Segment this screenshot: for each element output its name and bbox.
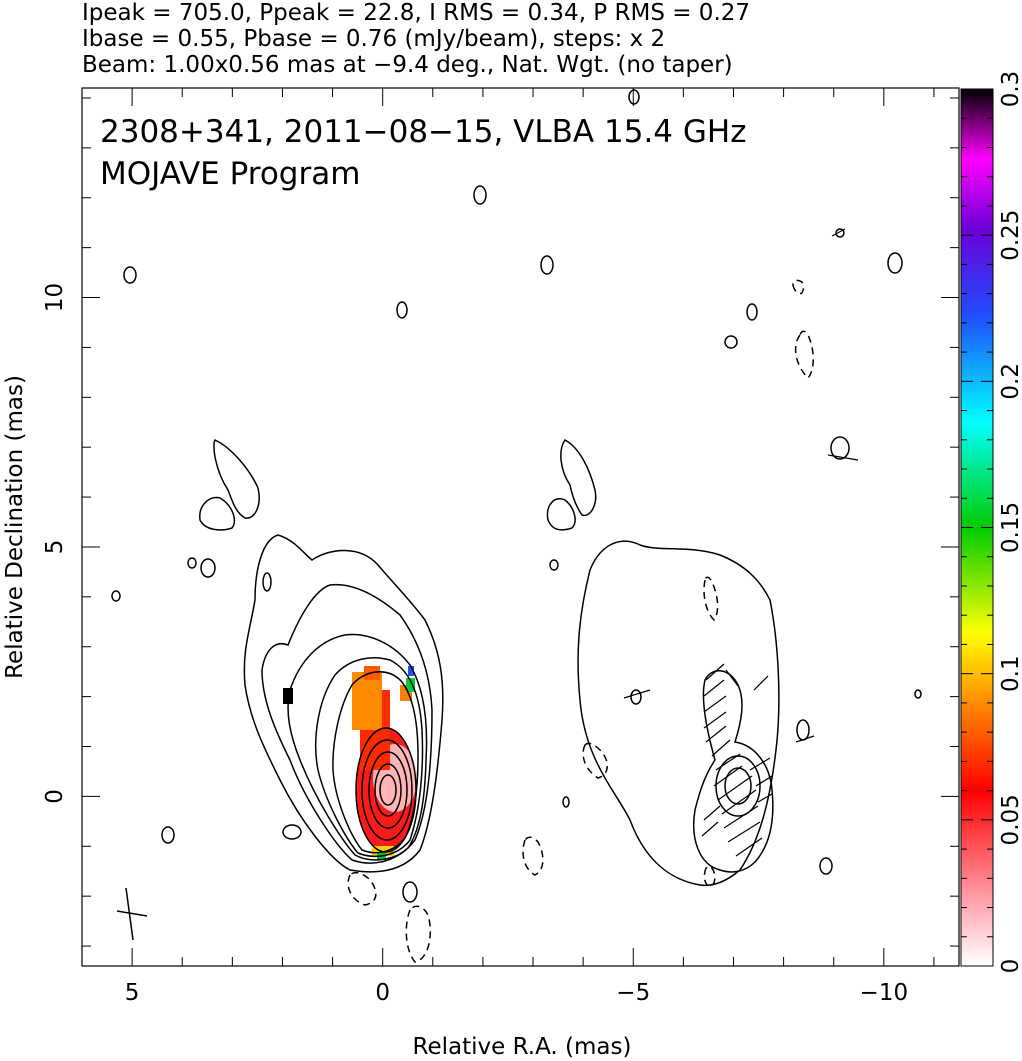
intensity-contours [111,89,922,963]
contour-p-negative-6 [703,865,716,887]
y-tick-label: 10 [42,283,68,312]
x-tick-label: −10 [860,980,909,1006]
pol-patch-green [406,678,415,692]
x-axis-tick-labels: 5 0 −5 −10 [125,980,908,1006]
contour-negative-1 [347,871,377,906]
colorbar-tick-label: 0.3 [998,71,1022,108]
contour-jet-north [213,439,260,519]
contour-2 [261,583,433,864]
colorbar-tick-label: 0.25 [998,210,1022,261]
header-line-3: Beam: 1.00x0.56 mas at −9.4 deg., Nat. W… [82,52,733,78]
y-tick-label: 5 [42,540,68,555]
pol-patch-blue [408,666,414,676]
header-line-2: Ibase = 0.55, Pbase = 0.76 (mJy/beam), s… [82,26,666,52]
contour-blob-9 [402,881,418,903]
contour-p-negative-2 [794,330,814,380]
contour-blob-2 [396,301,408,319]
contour-10 [379,774,397,806]
colorbar-tick-labels: 0 0.05 0.1 0.15 0.2 0.25 0.3 [998,71,1022,974]
contour-p-blob-11 [914,689,922,699]
y-axis-tick-labels: 0 5 10 [42,283,68,804]
beam-cross [116,887,148,941]
contour-p-negative-5 [703,576,719,622]
y-axis-label: Relative Declination (mas) [2,375,28,679]
contour-p-blob-5 [830,436,850,460]
contour-p-blob-1 [540,255,554,275]
pol-patch-orange [352,672,382,730]
contour-p-negative-3 [582,742,608,779]
contour-jet-knot [199,496,236,531]
contour-blob-5 [187,557,197,569]
contour-p-blob-2 [628,89,640,105]
contour-blob-4 [200,558,216,578]
contour-p-4 [724,767,752,805]
plot-frame [81,87,960,967]
contour-p-blob-10 [630,689,642,705]
contour-9 [374,763,402,817]
contour-6 [355,727,417,853]
contour-blob-1 [123,266,137,284]
x-tick-label: −5 [616,980,650,1006]
colorbar-ticks [961,88,993,967]
contour-p-blob-7 [835,228,845,238]
pol-patch-black [283,688,293,704]
colorbar-tick-label: 0 [998,959,1022,974]
evpa-vectors [623,228,859,857]
contour-4 [314,657,424,857]
colorbar-tick-label: 0.15 [998,502,1022,553]
contour-negative-2 [405,905,432,963]
contour-p-2 [693,670,774,873]
contour-3 [287,633,428,861]
colorbar-tick-label: 0.2 [998,363,1022,400]
colorbar-tick-label: 0.1 [998,655,1022,692]
contour-p-jet [560,439,597,517]
contour-p-blob-3 [746,303,758,321]
x-axis-label: Relative R.A. (mas) [413,1034,632,1060]
contour-p-blob-12 [549,559,559,571]
program-annotation: MOJAVE Program [100,156,360,192]
header-line-1: Ipeak = 705.0, Ppeak = 22.8, I RMS = 0.3… [82,0,751,26]
contour-p-negative-4 [522,836,544,876]
contour-p-knot [546,498,576,531]
contour-blob-6 [111,590,121,602]
contour-blob-10 [262,572,272,592]
contour-p-blob-8 [796,719,810,741]
contour-7 [361,739,413,841]
x-tick-label: 5 [125,980,140,1006]
colorbar-tick-label: 0.05 [998,794,1022,845]
contour-blob-7 [161,826,175,844]
contour-lowest [243,534,444,873]
contour-8 [368,751,408,829]
contour-p-blob-13 [562,796,570,808]
y-axis-ticks [82,97,959,947]
contour-p-blob-6 [887,252,903,274]
contour-p-negative-1 [792,279,805,295]
fractional-polarization-image [283,666,417,860]
contour-blob-8 [282,824,302,840]
contour-p-blob-4 [724,335,738,349]
x-axis-ticks [81,88,935,966]
source-annotation: 2308+341, 2011−08−15, VLBA 15.4 GHz [100,114,746,150]
y-tick-label: 0 [42,789,68,804]
contour-blob-3 [473,185,487,205]
x-tick-label: 0 [375,980,390,1006]
contour-p-lowest [577,540,780,887]
contour-p-blob-9 [819,857,833,875]
